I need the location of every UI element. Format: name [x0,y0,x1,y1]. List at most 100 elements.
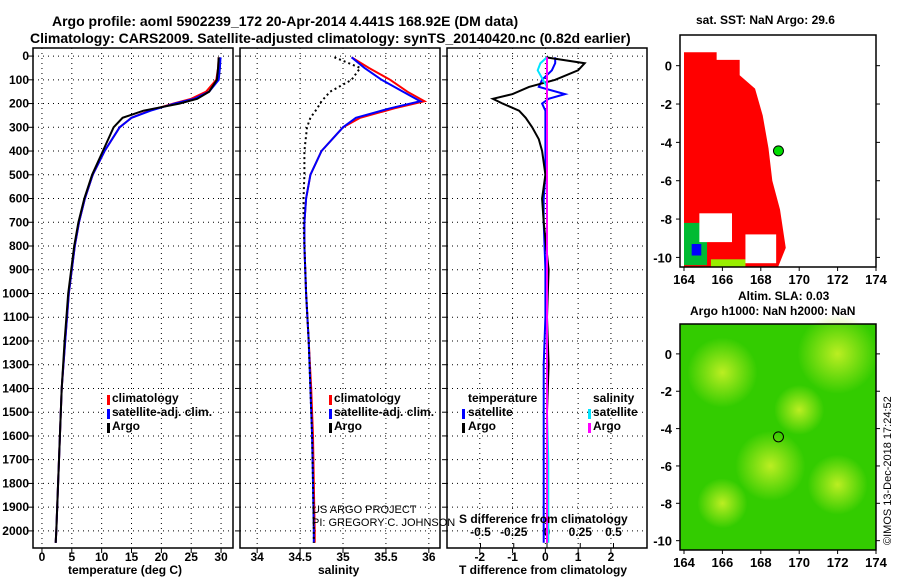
legend-sal-satellite: satellite-adj. clim. [334,405,435,419]
map-x-tick-label: 172 [827,272,849,287]
map-frame [679,323,877,551]
map-y-tick-label: 0 [665,59,672,74]
legend-swatch [329,423,332,433]
panel-frame-salinity [239,47,441,549]
sla-blob [797,313,878,394]
y-tick-label: 1000 [2,286,29,300]
series-line-climatology [54,57,220,543]
credit-pi: PI: GREGORY C. JOHNSON [312,517,456,529]
map-x-tick-label: 174 [865,272,887,287]
map-x-tick-label: 166 [712,272,734,287]
sla-blob [735,430,806,501]
y-tick-label: 600 [9,192,29,206]
x-tick-label: -2 [474,550,485,564]
map-y-tick-label: -4 [660,422,672,437]
map-y-tick-label: -2 [660,384,672,399]
y-tick-label: 1900 [2,500,29,514]
map-x-tick-label: 174 [865,555,887,570]
legend-diff-temp-satellite: satellite [468,405,513,419]
panel-frame-temperature [32,47,234,549]
legend-swatch [329,395,332,405]
y-tick-label: 200 [9,97,29,111]
y-tick-label: 1100 [3,310,29,324]
map-y-tick-label: -4 [660,135,672,150]
legend-diff-salinity-title: salinity [593,391,635,405]
timestamp: ©IMOS 13-Dec-2018 17:24:52 [882,396,894,545]
sdiff-xlabel: S difference from climatology [459,512,628,526]
x-tick-label: 34.5 [288,550,312,564]
y-tick-label: 500 [9,168,29,182]
x-tick-label: 34 [250,550,264,564]
legend-diff-temp-argo: Argo [468,419,496,433]
legend-diff-temperature-title: temperature [468,391,538,405]
sla-map-subtitle: Argo h1000: NaN h2000: NaN [690,304,856,318]
y-tick-label: 2000 [2,524,29,538]
x-tick-label: 20 [155,550,169,564]
series-line-argo [302,56,362,543]
y-tick-label: 1300 [2,358,29,372]
y-tick-label: 300 [9,120,29,134]
legend-swatch [462,423,465,433]
x-tick-label: 35.5 [374,550,398,564]
map-y-tick-label: 0 [665,347,672,362]
legend-swatch [329,409,332,419]
map-y-tick-label: -6 [660,459,672,474]
series-line-climatology [303,56,428,543]
map-x-tick-label: 164 [673,555,695,570]
map-y-tick-label: -10 [653,250,672,265]
temperature-xlabel: temperature (deg C) [68,563,183,577]
x2-tick-label: -0.5 [470,525,491,539]
y-tick-label: 900 [9,263,29,277]
sla-blob [697,478,748,529]
sla-blob [774,384,825,435]
title-line-2: Climatology: CARS2009. Satellite-adjuste… [30,30,631,46]
map-y-tick-label: -8 [660,212,672,227]
sst-map-title: sat. SST: NaN Argo: 29.6 [696,13,835,27]
y-tick-label: 100 [9,73,29,87]
y-tick-label: 1800 [2,476,29,490]
sst-cell [699,213,732,243]
map-x-tick-label: 170 [788,555,810,570]
x-tick-label: 0 [39,550,46,564]
tdiff-xlabel: T difference from climatology [459,563,628,577]
x2-tick-label: 0.5 [605,525,622,539]
legend-swatch [588,409,591,419]
x-tick-label: 2 [608,550,615,564]
legend-sal-argo: Argo [334,419,362,433]
map-x-tick-label: 172 [827,555,849,570]
sla-map-title: Altim. SLA: 0.03 [738,289,830,303]
series-line-argo [54,57,220,543]
legend-sal-climatology: climatology [334,391,401,405]
x2-tick-label: -0.25 [500,525,528,539]
legend-swatch [107,409,110,419]
legend-temp-satellite: satellite-adj. clim. [112,405,213,419]
x-tick-label: 15 [125,550,139,564]
y-tick-label: 1700 [2,453,29,467]
legend-temp-argo: Argo [112,419,140,433]
map-x-tick-label: 168 [750,272,772,287]
map-x-tick-label: 168 [750,555,772,570]
y-tick-label: 400 [9,144,29,158]
x-tick-label: 1 [575,550,582,564]
map-x-tick-label: 170 [788,272,810,287]
y-tick-label: 0 [22,49,29,63]
y-tick-label: 800 [9,239,29,253]
x-tick-label: 35 [336,550,350,564]
x-tick-label: 10 [95,550,109,564]
series-line-t-argo [489,56,587,543]
y-tick-label: 700 [9,215,29,229]
x-tick-label: 30 [214,550,228,564]
salinity-xlabel: salinity [318,563,360,577]
legend-swatch [107,395,110,405]
legend-diff-sal-argo: Argo [593,419,621,433]
map-x-tick-label: 164 [673,272,695,287]
argo-location-marker [772,145,784,157]
legend-swatch [107,423,110,433]
credit-project: US ARGO PROJECT [312,504,417,516]
map-y-tick-label: -2 [660,97,672,112]
legend-diff-sal-satellite: satellite [593,405,638,419]
legend-swatch [462,409,465,419]
x-tick-label: 25 [185,550,199,564]
x-tick-label: 0 [542,550,549,564]
